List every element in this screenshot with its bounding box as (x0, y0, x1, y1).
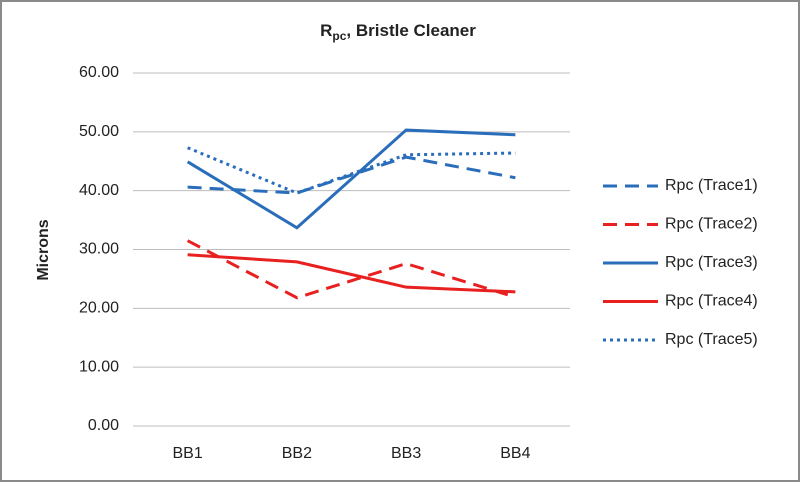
series-line (187, 146, 516, 195)
chart-title: Rpc, Bristle Cleaner (320, 21, 476, 43)
series-line (186, 128, 516, 230)
y-tick-label: 0.00 (88, 417, 119, 434)
x-tick-label: BB2 (282, 445, 312, 462)
x-tick-label: BB1 (173, 445, 203, 462)
y-tick-label: 50.00 (79, 123, 119, 140)
y-tick-label: 30.00 (79, 241, 119, 258)
legend-label: Rpc (Trace2) (665, 216, 758, 233)
series-line (186, 239, 516, 300)
legend-label: Rpc (Trace1) (665, 177, 758, 194)
series-line (187, 253, 516, 294)
y-tick-label: 10.00 (79, 358, 119, 375)
y-tick-label: 20.00 (79, 300, 119, 317)
title-rest: , Bristle Cleaner (346, 21, 476, 40)
y-tick-label: 40.00 (79, 182, 119, 199)
legend-label: Rpc (Trace5) (665, 331, 758, 348)
x-tick-label: BB4 (500, 445, 530, 462)
legend-label: Rpc (Trace4) (665, 293, 758, 310)
y-tick-label: 60.00 (79, 64, 119, 81)
title-subscript: pc (332, 29, 346, 43)
title-main: R (320, 21, 332, 40)
x-tick-label: BB3 (391, 445, 421, 462)
y-axis-label: Microns (35, 219, 52, 280)
legend-label: Rpc (Trace3) (665, 254, 758, 271)
